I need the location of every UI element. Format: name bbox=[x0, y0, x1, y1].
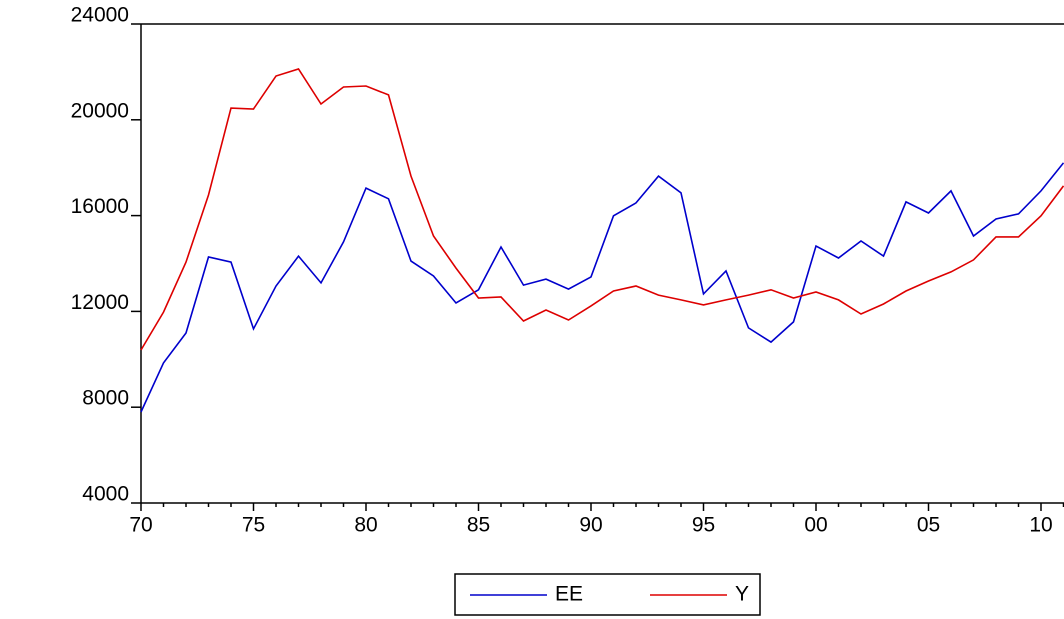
x-tick-label: 70 bbox=[129, 514, 152, 537]
x-tick-label: 80 bbox=[354, 514, 377, 537]
x-tick-label: 00 bbox=[804, 514, 827, 537]
legend-label: EE bbox=[555, 583, 583, 606]
x-tick-label: 95 bbox=[692, 514, 715, 537]
x-tick-label: 85 bbox=[467, 514, 490, 537]
y-tick-label: 24000 bbox=[71, 4, 129, 27]
x-tick-label: 05 bbox=[917, 514, 940, 537]
legend-label: Y bbox=[735, 583, 749, 606]
y-tick-label: 16000 bbox=[71, 195, 129, 218]
y-tick-label: 12000 bbox=[71, 291, 129, 314]
x-tick-label: 10 bbox=[1029, 514, 1052, 537]
x-tick-label: 90 bbox=[579, 514, 602, 537]
line-series bbox=[140, 68, 1064, 351]
y-tick-label: 20000 bbox=[71, 99, 129, 122]
x-tick-label: 75 bbox=[242, 514, 265, 537]
line-series bbox=[140, 162, 1064, 413]
y-tick-label: 4000 bbox=[82, 483, 129, 506]
y-tick-label: 8000 bbox=[82, 387, 129, 410]
